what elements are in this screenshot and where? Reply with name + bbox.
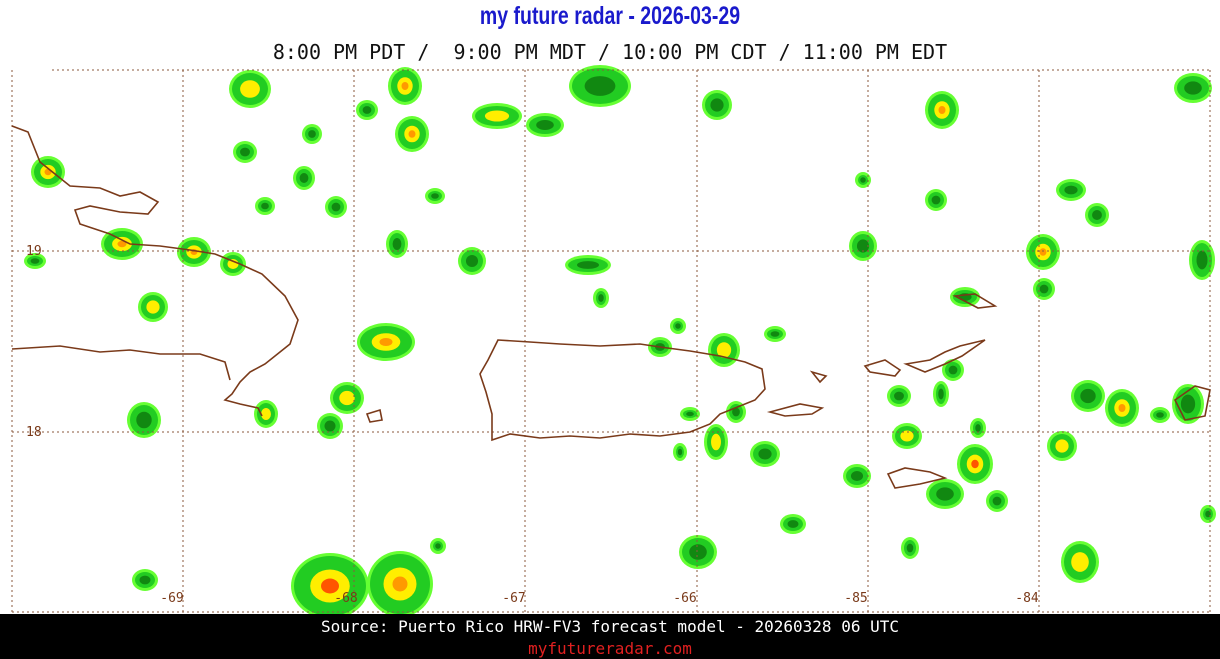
cell-core bbox=[711, 433, 721, 451]
cell-peak bbox=[971, 459, 979, 469]
longitude-label: -67 bbox=[502, 591, 525, 606]
longitude-label: -84 bbox=[1015, 591, 1039, 606]
cell-core bbox=[536, 120, 554, 130]
cell-peak bbox=[117, 240, 127, 248]
cell-core bbox=[435, 543, 441, 549]
cell-core bbox=[850, 471, 864, 481]
cell-core bbox=[992, 496, 1002, 506]
cell-core bbox=[1071, 552, 1089, 572]
cell-core bbox=[1196, 250, 1208, 270]
longitude-label: -69 bbox=[160, 591, 183, 606]
cell-core bbox=[584, 76, 616, 96]
cell-core bbox=[716, 342, 732, 358]
title: my future radar - 2026-03-29 bbox=[479, 2, 741, 30]
longitude-label: -66 bbox=[673, 591, 696, 606]
cell-core bbox=[787, 520, 799, 528]
cell-core bbox=[392, 237, 402, 251]
cell-core bbox=[1064, 185, 1078, 195]
cell-core bbox=[936, 487, 954, 501]
cell-peak bbox=[321, 578, 339, 594]
cell-core bbox=[299, 173, 309, 183]
time-line: 8:00 PM PDT / 9:00 PM MDT / 10:00 PM CDT… bbox=[272, 40, 948, 64]
coastlines bbox=[11, 125, 1211, 489]
cell-core bbox=[689, 544, 707, 560]
cell-core bbox=[339, 390, 355, 406]
cell-peak bbox=[401, 82, 409, 90]
cell-core bbox=[598, 294, 604, 302]
cell-core bbox=[906, 543, 914, 553]
cell-peak bbox=[1118, 404, 1126, 412]
grid bbox=[11, 69, 1211, 613]
cell-core bbox=[710, 98, 724, 112]
cell-core bbox=[686, 411, 694, 417]
cell-core bbox=[324, 420, 336, 432]
cell-core bbox=[1205, 510, 1211, 518]
cell-peak bbox=[1039, 248, 1047, 256]
latitude-label: 19 bbox=[26, 244, 42, 259]
cell-core bbox=[894, 391, 904, 401]
footer: Source: Puerto Rico HRW-FV3 forecast mod… bbox=[0, 614, 1220, 659]
cell-core bbox=[732, 407, 740, 417]
cell-core bbox=[240, 80, 260, 98]
cell-core bbox=[577, 261, 599, 269]
cell-peak bbox=[392, 576, 408, 592]
cell-core bbox=[136, 411, 152, 429]
site-link[interactable]: myfutureradar.com bbox=[528, 639, 692, 658]
cell-core bbox=[484, 110, 510, 122]
source: Source: Puerto Rico HRW-FV3 forecast mod… bbox=[321, 617, 899, 636]
cell-core bbox=[860, 177, 866, 183]
cell-core bbox=[261, 407, 271, 421]
cell-core bbox=[1156, 412, 1164, 418]
cell-peak bbox=[379, 338, 393, 346]
cell-core bbox=[146, 300, 160, 314]
cell-core bbox=[758, 448, 772, 460]
cell-core bbox=[677, 448, 683, 456]
cell-core bbox=[1055, 439, 1069, 453]
cell-core bbox=[1180, 394, 1196, 414]
longitude-label: -85 bbox=[844, 591, 867, 606]
cell-core bbox=[331, 202, 341, 212]
cell-core bbox=[431, 193, 439, 199]
cell-peak bbox=[408, 130, 416, 138]
cell-core bbox=[1039, 284, 1049, 294]
precip-cells bbox=[24, 65, 1216, 614]
cell-core bbox=[675, 323, 681, 329]
cell-core bbox=[931, 195, 941, 205]
cell-core bbox=[465, 254, 479, 268]
cell-core bbox=[975, 424, 981, 432]
cell-core bbox=[770, 331, 780, 337]
cell-core bbox=[1092, 210, 1102, 220]
cell-core bbox=[900, 430, 914, 442]
cell-core bbox=[362, 106, 372, 114]
cell-core bbox=[948, 365, 958, 375]
cell-core bbox=[1080, 388, 1096, 404]
cell-core bbox=[139, 575, 151, 585]
cell-core bbox=[308, 130, 316, 138]
cell-core bbox=[1184, 81, 1202, 95]
cell-core bbox=[938, 388, 944, 400]
cell-peak bbox=[938, 106, 946, 114]
latitude-label: 18 bbox=[26, 425, 42, 440]
cell-core bbox=[856, 239, 870, 253]
cell-core bbox=[30, 258, 40, 264]
radar-map: -69 -68 -67 -66 -85 -84 19 18 bbox=[11, 65, 1216, 614]
cell-core bbox=[240, 147, 250, 157]
graticule-labels: -69 -68 -67 -66 -85 -84 19 18 bbox=[26, 244, 1039, 606]
longitude-label: -68 bbox=[334, 591, 357, 606]
cell-core bbox=[261, 202, 269, 210]
